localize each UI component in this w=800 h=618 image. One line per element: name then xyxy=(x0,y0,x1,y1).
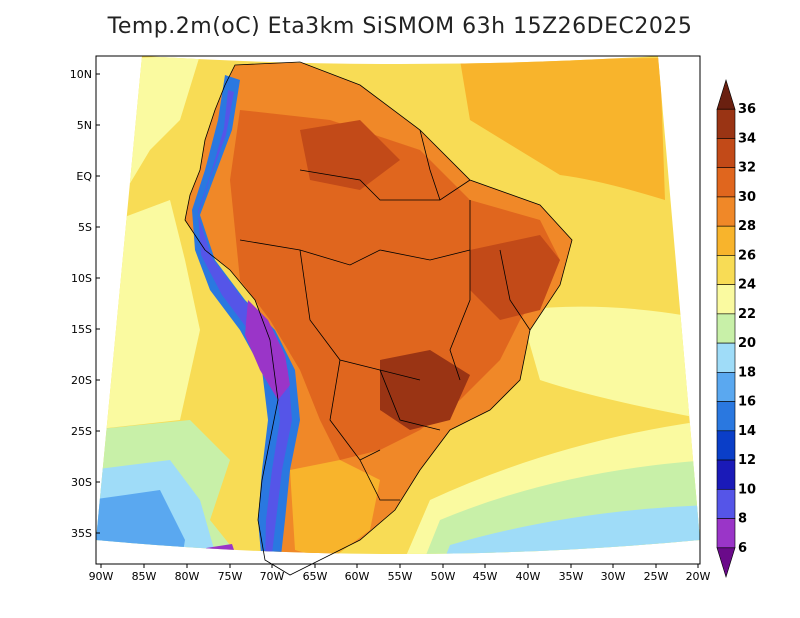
colorbar-label: 20 xyxy=(738,336,756,351)
lon-label: 30W xyxy=(601,570,626,583)
colorbar-label: 36 xyxy=(738,102,756,117)
lat-label: 20S xyxy=(71,374,92,387)
colorbar-label: 6 xyxy=(738,541,747,556)
altiplano-coldest xyxy=(245,300,290,400)
colorbar-segment xyxy=(716,459,736,490)
atlantic-north-warm xyxy=(460,58,665,200)
colorbar-label: 28 xyxy=(738,219,756,234)
lat-label: 30S xyxy=(71,476,92,489)
lat-label: 5S xyxy=(78,221,92,234)
colorbar-label: 12 xyxy=(738,453,756,468)
hot-spot-south xyxy=(380,350,470,430)
colorbar-segment xyxy=(716,196,736,227)
map-frame xyxy=(95,55,701,565)
colorbar-segment xyxy=(716,488,736,519)
lon-label: 50W xyxy=(431,570,456,583)
lat-label: 10N xyxy=(70,68,92,81)
lon-label: 45W xyxy=(473,570,498,583)
colorbar-segment xyxy=(716,167,736,198)
south-cooler xyxy=(290,460,380,554)
colorbar-label: 14 xyxy=(738,424,756,439)
hot-spot-northeast xyxy=(470,235,560,320)
colorbar-label: 10 xyxy=(738,482,756,497)
lon-label: 25W xyxy=(644,570,669,583)
colorbar-segment xyxy=(716,430,736,461)
colorbar-segment xyxy=(716,518,736,549)
colorbar-label: 8 xyxy=(738,512,747,527)
colorbar-segment xyxy=(716,138,736,169)
interior-hot xyxy=(230,110,560,460)
colorbar-segment xyxy=(716,108,736,139)
colorbar-label: 24 xyxy=(738,278,756,293)
map-domain xyxy=(96,56,700,554)
colorbar-label: 16 xyxy=(738,395,756,410)
colorbar-segment xyxy=(716,78,736,110)
colorbar-label: 32 xyxy=(738,161,756,176)
lon-label: 75W xyxy=(218,570,243,583)
colorbar-segment xyxy=(716,313,736,344)
colorbar-segment xyxy=(716,401,736,432)
colorbar-segment xyxy=(716,547,736,579)
lon-label: 65W xyxy=(303,570,328,583)
colorbar-segment xyxy=(716,225,736,256)
map-title: Temp.2m(oC) Eta3km SiSMOM 63h 15Z26DEC20… xyxy=(107,14,693,39)
lat-label: 15S xyxy=(71,323,92,336)
lon-label: 40W xyxy=(516,570,541,583)
lon-label: 90W xyxy=(89,570,114,583)
colorbar-label: 22 xyxy=(738,307,756,322)
lat-label: 10S xyxy=(71,272,92,285)
lon-axis: 90W 85W 80W 75W 70W 65W 60W 55W 50W 45W … xyxy=(89,564,711,583)
colorbar-label: 18 xyxy=(738,365,756,380)
lon-label: 60W xyxy=(345,570,370,583)
colorbar: 6 8 10 12 14 16 18 20 22 24 26 28 30 32 34 36 xyxy=(716,78,756,579)
lat-label: 5N xyxy=(77,119,92,132)
lon-label: 70W xyxy=(260,570,285,583)
lon-label: 55W xyxy=(388,570,413,583)
country-borders xyxy=(184,61,573,576)
colorbar-label: 26 xyxy=(738,248,756,263)
atlantic-central-band xyxy=(520,306,700,420)
lon-label: 85W xyxy=(132,570,157,583)
lon-label: 20W xyxy=(686,570,711,583)
colorbar-label: 30 xyxy=(738,190,756,205)
lat-label: 35S xyxy=(71,527,92,540)
colorbar-segment xyxy=(716,255,736,285)
lon-label: 80W xyxy=(175,570,200,583)
hot-spot-north xyxy=(300,120,400,190)
colorbar-segment xyxy=(716,372,736,402)
lat-label: EQ xyxy=(76,170,92,183)
lat-label: 25S xyxy=(71,425,92,438)
colorbar-segment xyxy=(716,342,736,373)
lat-axis: 10N 5N EQ 5S 10S 15S 20S 25S 30S 35S xyxy=(70,68,100,540)
colorbar-segment xyxy=(716,284,736,315)
lon-label: 35W xyxy=(559,570,584,583)
colorbar-label: 34 xyxy=(738,131,756,146)
